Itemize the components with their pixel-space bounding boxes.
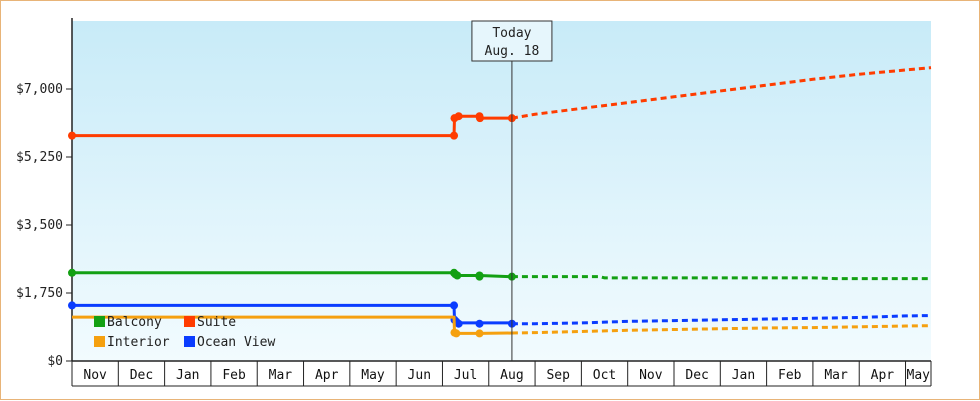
today-marker: Today Aug. 18 [471, 20, 553, 361]
today-date-label: Aug. 18 [485, 44, 540, 59]
data-point [68, 301, 76, 310]
x-month-label: Oct [593, 368, 616, 383]
y-tick-label: $7,000 [16, 82, 63, 97]
series-forecast-line [511, 314, 932, 326]
legend: Balcony Suite Interior Ocean View [94, 315, 275, 350]
legend-swatch [94, 336, 105, 347]
x-month-label: Dec [685, 368, 708, 383]
today-label-box [471, 20, 553, 62]
series-suite [68, 66, 932, 140]
x-month-label: Nov [639, 368, 663, 383]
legend-item: Ocean View [184, 335, 275, 350]
x-month-label: Jan [732, 368, 755, 383]
series-forecast-line [511, 275, 931, 281]
legend-item: Suite [184, 315, 236, 330]
data-point [450, 131, 459, 140]
x-month-label: Sep [546, 368, 570, 383]
series-balcony [68, 268, 931, 281]
data-point [450, 301, 459, 310]
x-month-label: Mar [269, 368, 293, 383]
legend-swatch [94, 316, 105, 327]
data-point [475, 329, 484, 338]
x-month-label: Apr [315, 368, 339, 383]
series-forecast-line [511, 324, 932, 335]
legend-label: Suite [197, 315, 236, 330]
x-month-label: Dec [130, 368, 153, 383]
series-interior [72, 315, 932, 338]
legend-item: Balcony [94, 315, 162, 330]
data-point [453, 271, 462, 280]
x-month-label: May [361, 368, 385, 383]
legend-swatch [184, 336, 195, 347]
y-tick-label: $0 [47, 354, 63, 369]
x-month-label: Aug [500, 368, 523, 383]
data-point [475, 272, 484, 281]
data-point [454, 112, 463, 121]
data-point [475, 319, 484, 328]
data-point [68, 131, 76, 140]
data-point [454, 319, 463, 328]
x-month-label: Mar [824, 368, 848, 383]
x-month-label: Feb [778, 368, 802, 383]
legend-swatch [184, 316, 195, 327]
y-axis: $0 $1,750 $3,500 $5,250 $7,000 [16, 18, 73, 369]
data-point [452, 329, 461, 338]
x-month-label: Jul [454, 368, 477, 383]
series-lines [68, 66, 932, 338]
x-month-label: Jun [408, 368, 431, 383]
legend-label: Balcony [107, 315, 162, 330]
x-axis: Nov Dec Jan Feb Mar Apr May Jun Jul Aug Sep Oct Nov D… [71, 360, 932, 387]
legend-label: Interior [107, 335, 170, 350]
today-label: Today [492, 26, 531, 41]
data-point [475, 114, 484, 123]
x-month-label: May [907, 368, 931, 383]
y-tick-label: $1,750 [16, 286, 63, 301]
x-month-label: Feb [222, 368, 246, 383]
y-tick-label: $5,250 [16, 150, 63, 165]
y-tick-label: $3,500 [16, 218, 63, 233]
legend-item: Interior [94, 335, 170, 350]
legend-label: Ocean View [197, 335, 275, 350]
plot-area-background [72, 21, 931, 361]
data-point [68, 268, 76, 277]
x-month-label: Nov [83, 368, 107, 383]
x-month-label: Apr [871, 368, 895, 383]
x-month-label: Jan [176, 368, 199, 383]
